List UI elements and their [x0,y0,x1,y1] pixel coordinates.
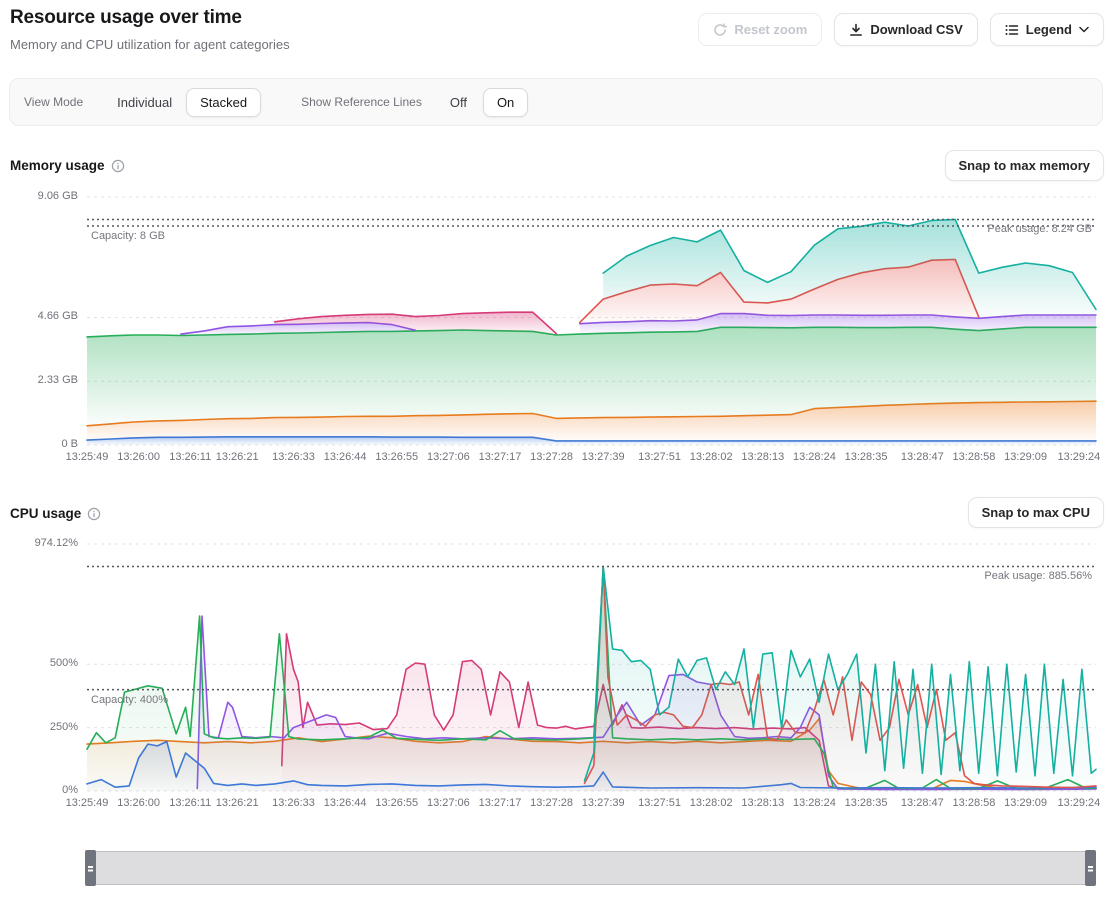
x-tick-label: 13:26:33 [272,451,315,463]
x-tick-label: 13:28:47 [900,451,944,463]
view-mode-stacked-option[interactable]: Stacked [186,87,262,117]
x-tick-label: 13:26:55 [375,797,419,809]
x-tick-label: 13:27:06 [426,451,470,463]
show-reference-lines-label: Show Reference Lines [301,95,422,109]
x-tick-label: 13:26:21 [215,451,259,463]
y-tick-label: 0% [62,784,78,796]
memory-section-title: Memory usage [10,158,105,173]
x-tick-label: 13:28:58 [952,451,996,463]
x-tick-label: 13:28:47 [900,797,944,809]
download-icon [849,23,863,37]
chevron-down-icon [1079,26,1089,33]
x-tick-label: 13:29:24 [1057,451,1101,463]
x-tick-label: 13:28:02 [689,797,733,809]
info-icon[interactable] [111,159,125,173]
y-tick-label: 9.06 GB [37,190,78,202]
x-tick-label: 13:26:21 [215,797,259,809]
x-tick-label: 13:28:24 [792,451,836,463]
info-icon[interactable] [87,507,101,521]
reset-zoom-button[interactable]: Reset zoom [698,13,823,46]
y-tick-label: 2.33 GB [37,374,78,387]
x-tick-label: 13:27:39 [581,797,625,809]
memory-chart[interactable]: 9.06 GB 4.66 GB 2.33 GB 0 B Peak usage: 8.24… [0,185,1116,477]
list-icon [1005,23,1019,37]
snap-to-max-cpu-button[interactable]: Snap to max CPU [967,497,1104,528]
x-tick-label: 13:28:35 [844,797,888,809]
legend-button[interactable]: Legend [989,13,1104,46]
x-tick-label: 13:28:35 [844,451,888,463]
x-tick-label: 13:25:49 [65,451,109,463]
reference-lines-off-option[interactable]: Off [449,94,467,110]
x-tick-label: 13:27:17 [478,451,522,463]
y-tick-label: 250% [49,720,78,733]
x-tick-label: 13:29:24 [1057,797,1101,809]
page-title: Resource usage over time [10,7,242,28]
download-csv-button[interactable]: Download CSV [834,13,978,46]
x-tick-label: 13:27:28 [530,451,574,463]
view-mode-label: View Mode [24,95,84,109]
brush-selection[interactable] [95,851,1086,885]
time-range-brush[interactable] [85,850,1096,886]
x-tick-label: 13:25:49 [65,797,109,809]
snap-to-max-memory-button[interactable]: Snap to max memory [944,150,1104,181]
x-tick-label: 13:29:09 [1004,451,1048,463]
x-tick-label: 13:26:44 [323,451,367,463]
refresh-icon [713,22,728,37]
header-actions: Reset zoom Download CSV Legend [698,13,1104,46]
y-tick-label: 500% [49,657,78,670]
y-tick-label: 0 B [61,438,78,450]
memory-section-header: Memory usage [10,158,125,173]
reference-line-label: Peak usage: 8.24 GB [987,223,1092,236]
x-tick-label: 13:28:13 [741,451,785,463]
brush-handle-left[interactable] [85,850,96,886]
x-tick-label: 13:26:00 [117,451,161,463]
cpu-plot-svg[interactable] [0,532,1116,824]
download-csv-label: Download CSV [870,22,963,37]
reference-line-label: Capacity: 400% [91,693,169,706]
page-subtitle: Memory and CPU utilization for agent cat… [10,37,290,52]
x-tick-label: 13:27:39 [581,451,625,463]
x-tick-label: 13:27:28 [530,797,574,809]
cpu-section-header: CPU usage [10,506,101,521]
x-tick-label: 13:26:11 [169,797,212,809]
grip-icon [88,866,93,868]
x-tick-label: 13:28:24 [792,797,836,809]
x-tick-label: 13:26:00 [117,797,161,809]
x-tick-label: 13:28:13 [741,797,785,809]
grip-icon [1088,866,1093,868]
x-tick-label: 13:26:33 [272,797,315,809]
x-tick-label: 13:28:58 [952,797,996,809]
reference-line-label: Capacity: 8 GB [91,230,165,242]
memory-plot-svg[interactable] [0,185,1116,477]
reference-lines-on-option[interactable]: On [482,87,529,117]
x-tick-label: 13:27:51 [638,451,681,463]
y-tick-label: 974.12% [34,537,78,549]
x-tick-label: 13:26:44 [323,797,367,809]
x-tick-label: 13:28:02 [689,451,733,463]
x-tick-label: 13:27:06 [426,797,470,809]
view-mode-individual-option[interactable]: Individual [117,94,173,110]
reference-line-label: Peak usage: 885.56% [984,570,1092,583]
x-tick-label: 13:29:09 [1004,797,1048,809]
reset-zoom-label: Reset zoom [734,22,808,37]
x-tick-label: 13:26:11 [169,451,212,463]
cpu-section-title: CPU usage [10,506,82,521]
x-tick-label: 13:26:55 [375,451,419,463]
x-tick-label: 13:27:17 [478,797,522,809]
cpu-chart[interactable]: 974.12% 500% 250% 0% Peak usage: 885.56% Capa… [0,532,1116,824]
brush-handle-right[interactable] [1085,850,1096,886]
legend-label: Legend [1025,22,1072,37]
view-controls-toolbar: View Mode Individual Stacked Show Refere… [9,78,1103,126]
y-tick-label: 4.66 GB [37,310,78,323]
x-tick-label: 13:27:51 [638,797,681,809]
